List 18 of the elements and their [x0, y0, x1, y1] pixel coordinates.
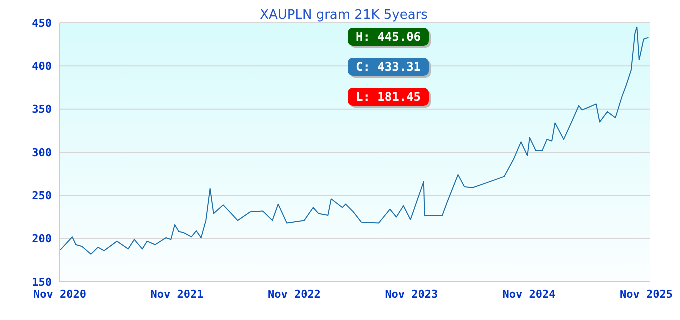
line-series: [60, 26, 650, 255]
x-tick-label: Nov 2020: [34, 288, 86, 301]
y-tick-label: 300: [32, 146, 52, 160]
y-tick-label: 400: [32, 60, 52, 74]
y-tick-label: 450: [32, 16, 52, 30]
x-tick-label: Nov 2025: [620, 288, 673, 301]
y-tick-label: 200: [32, 232, 52, 246]
y-tick-label: 250: [32, 190, 52, 203]
y-tick-label: 350: [32, 103, 52, 116]
annotation: L: 181.45: [348, 88, 430, 106]
x-tick-label: Nov 2022: [268, 288, 321, 301]
annotation: C: 433.31: [348, 58, 430, 76]
annotation: H: 445.06: [348, 28, 430, 46]
y-tick-label: 150: [32, 276, 52, 289]
x-tick-label: Nov 2024: [502, 288, 556, 301]
x-tick-label: Nov 2023: [385, 288, 438, 301]
x-tick-label: Nov 2021: [150, 288, 204, 301]
chart-title: XAUPLN gram 21K 5years: [260, 8, 428, 23]
